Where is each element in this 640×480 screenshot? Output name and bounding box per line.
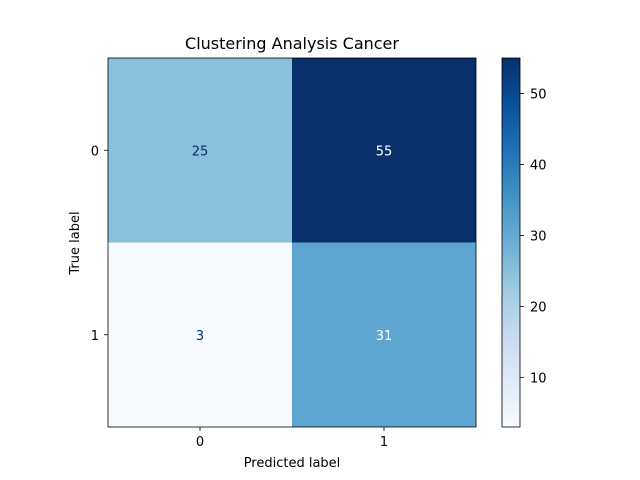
- x-axis-label: Predicted label: [244, 456, 341, 471]
- y-tick-label: 1: [91, 329, 99, 344]
- colorbar-tick-label: 10: [530, 371, 547, 386]
- y-tick-label: 0: [91, 144, 99, 159]
- colorbar-ticks: 10 20 30 40 50: [520, 87, 547, 386]
- colorbar-tick-label: 40: [530, 158, 547, 173]
- colorbar-tick-label: 50: [530, 87, 547, 102]
- heatmap-cell: [292, 58, 476, 243]
- colorbar: [501, 57, 521, 428]
- heatmap-cell: [108, 58, 292, 243]
- heatmap-cells: 25 55 3 31: [108, 58, 476, 427]
- cell-value-label: 31: [376, 329, 393, 344]
- plot-frame: [107, 57, 477, 428]
- cell-value-label: 25: [192, 144, 209, 159]
- cell-value-label: 55: [376, 144, 393, 159]
- colorbar-tick-label: 20: [530, 300, 547, 315]
- y-axis-label: True label: [68, 211, 83, 275]
- cell-value-label: 3: [196, 329, 204, 344]
- colorbar-tick-label: 30: [530, 229, 547, 244]
- x-tick-label: 0: [196, 435, 204, 450]
- x-tick-label: 1: [380, 435, 388, 450]
- y-axis-ticks: 01: [91, 144, 108, 344]
- heatmap-cell: [108, 242, 292, 427]
- heatmap-cell: [292, 242, 476, 427]
- chart-title: Clustering Analysis Cancer: [185, 34, 399, 53]
